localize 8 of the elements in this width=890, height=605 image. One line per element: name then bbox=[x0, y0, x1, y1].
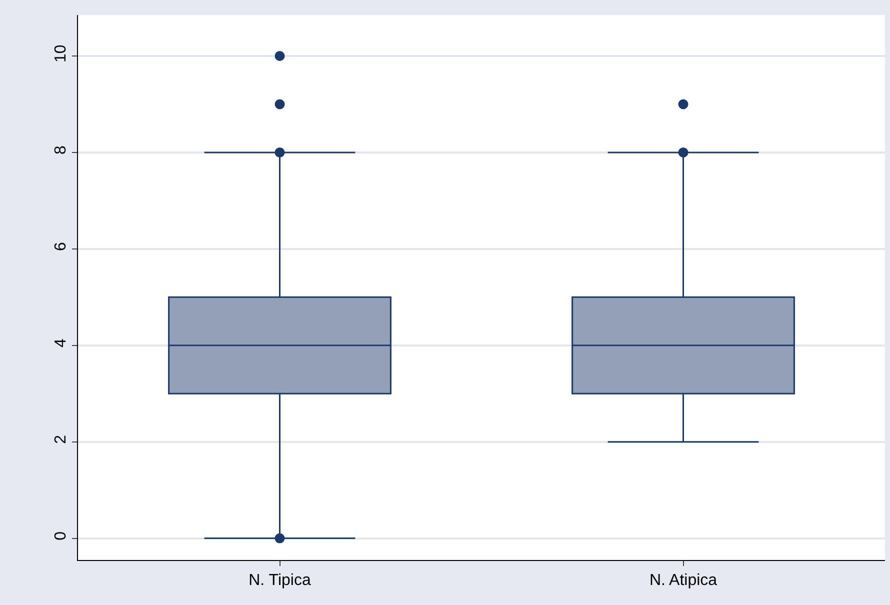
y-tick-label: 0 bbox=[52, 531, 70, 540]
y-tick-label: 4 bbox=[52, 338, 70, 348]
y-tick-label: 2 bbox=[52, 434, 70, 444]
y-tick-label: 6 bbox=[52, 242, 70, 251]
x-tick-label: N. Tipica bbox=[248, 572, 311, 590]
y-tick-label: 10 bbox=[52, 44, 70, 62]
y-tick-label: 8 bbox=[52, 146, 70, 155]
x-tick-label: N. Atipica bbox=[649, 572, 718, 590]
